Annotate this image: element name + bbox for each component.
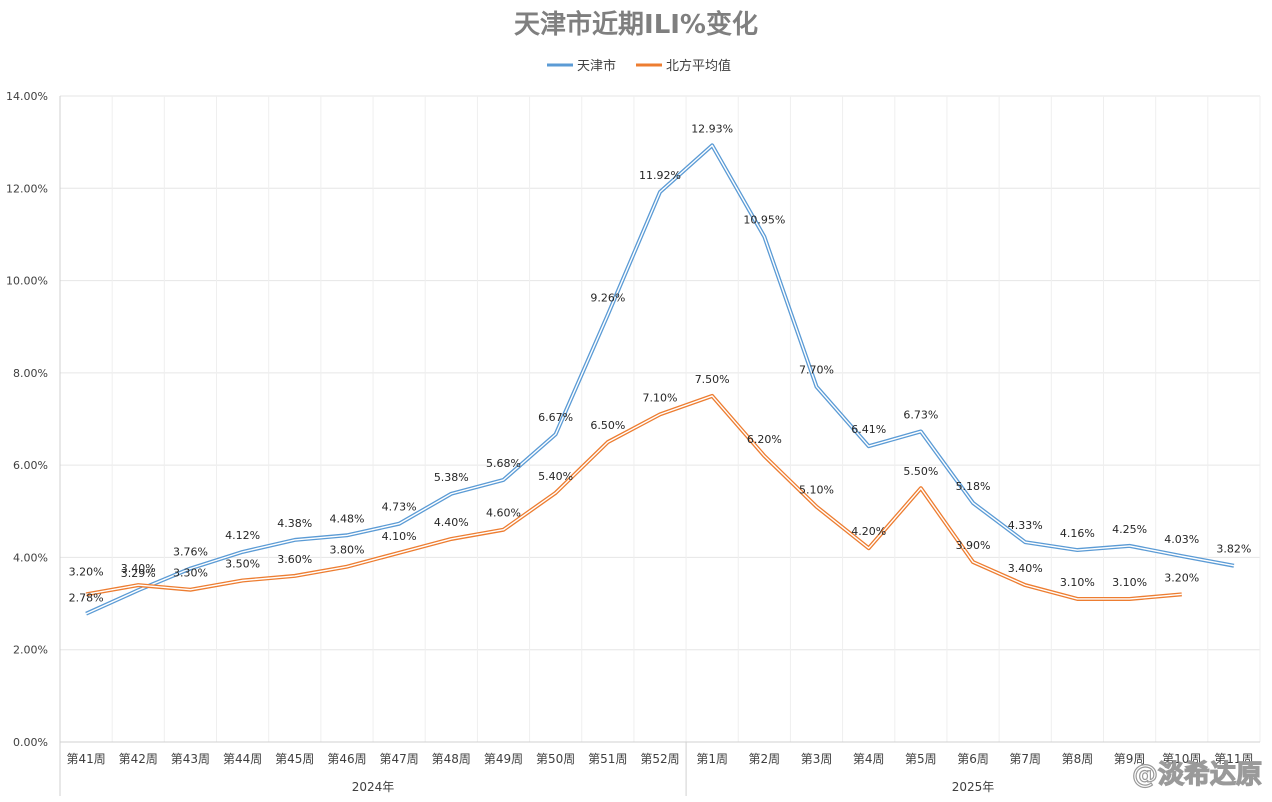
data-label-north-average: 3.50%	[225, 558, 260, 571]
x-tick-label: 第10周	[1162, 752, 1201, 766]
data-label-north-average: 5.10%	[799, 484, 834, 497]
x-tick-label: 第51周	[588, 752, 627, 766]
data-label-tianjin: 3.29%	[121, 567, 156, 580]
data-label-north-average: 3.10%	[1112, 576, 1147, 589]
x-tick-label: 第5周	[905, 752, 937, 766]
data-label-tianjin: 12.93%	[691, 122, 733, 135]
data-label-tianjin: 2.78%	[69, 592, 104, 605]
data-label-tianjin: 5.18%	[956, 480, 991, 493]
data-label-tianjin: 4.33%	[1008, 519, 1043, 532]
series-line-inner-0	[85, 144, 1235, 615]
x-tick-label: 第47周	[379, 752, 418, 766]
legend-label-tianjin: 天津市	[577, 58, 616, 74]
data-label-tianjin: 4.12%	[225, 529, 260, 542]
data-label-tianjin: 4.38%	[277, 517, 312, 530]
legend: 天津市 北方平均值	[547, 58, 731, 74]
data-label-north-average: 6.20%	[747, 433, 782, 446]
data-label-north-average: 3.40%	[121, 562, 156, 575]
x-tick-label: 第9周	[1114, 752, 1146, 766]
series-line-outer-0	[85, 143, 1235, 616]
data-label-tianjin: 10.95%	[743, 214, 785, 227]
data-label-tianjin: 4.03%	[1164, 533, 1199, 546]
x-tick-label: 第1周	[696, 752, 728, 766]
data-label-north-average: 5.50%	[903, 465, 938, 478]
data-label-north-average: 5.40%	[538, 470, 573, 483]
legend-label-north-average: 北方平均值	[666, 58, 731, 74]
y-tick-label: 4.00%	[13, 551, 48, 564]
x-tick-label: 第48周	[432, 752, 471, 766]
y-tick-label: 12.00%	[6, 182, 48, 195]
data-label-tianjin: 4.48%	[329, 512, 364, 525]
x-axis: 第41周 第42周 第43周 第44周 第45周 第46周 第47周 第48周 第49周 第50周…	[59, 96, 1260, 796]
x-group-label: 2024年	[352, 780, 395, 794]
x-tick-label: 第42周	[119, 752, 158, 766]
data-label-tianjin: 4.16%	[1060, 527, 1095, 540]
data-label-tianjin: 4.73%	[382, 501, 417, 514]
y-tick-label: 6.00%	[13, 459, 48, 472]
y-tick-label: 2.00%	[13, 644, 48, 657]
data-label-north-average: 3.90%	[956, 539, 991, 552]
x-tick-label: 第46周	[327, 752, 366, 766]
x-tick-label: 第2周	[749, 752, 781, 766]
x-tick-label: 第8周	[1062, 752, 1094, 766]
data-label-north-average: 4.10%	[382, 530, 417, 543]
x-tick-label: 第7周	[1009, 752, 1041, 766]
data-label-tianjin: 9.26%	[590, 292, 625, 305]
x-tick-label: 第43周	[171, 752, 210, 766]
y-tick-label: 0.00%	[13, 736, 48, 749]
data-label-tianjin: 5.68%	[486, 457, 521, 470]
y-tick-label: 14.00%	[6, 90, 48, 103]
data-label-tianjin: 7.70%	[799, 364, 834, 377]
data-label-north-average: 3.80%	[329, 544, 364, 557]
x-tick-label: 第6周	[957, 752, 989, 766]
data-label-tianjin: 11.92%	[639, 169, 681, 182]
data-label-north-average: 3.20%	[1164, 571, 1199, 584]
data-label-north-average: 3.40%	[1008, 562, 1043, 575]
series-lines	[85, 143, 1235, 616]
series-line-inner-1	[85, 395, 1182, 600]
data-label-tianjin: 4.25%	[1112, 523, 1147, 536]
data-label-north-average: 3.30%	[173, 567, 208, 580]
data-label-tianjin: 6.73%	[903, 408, 938, 421]
x-tick-label: 第41周	[66, 752, 105, 766]
x-tick-label: 第45周	[275, 752, 314, 766]
y-tick-label: 8.00%	[13, 367, 48, 380]
data-label-tianjin: 6.41%	[851, 423, 886, 436]
x-tick-label: 第3周	[801, 752, 833, 766]
x-tick-label: 第49周	[484, 752, 523, 766]
gridlines	[59, 95, 1261, 743]
x-tick-label: 第50周	[536, 752, 575, 766]
data-label-tianjin: 5.38%	[434, 471, 469, 484]
data-label-north-average: 6.50%	[590, 419, 625, 432]
data-label-tianjin: 6.67%	[538, 411, 573, 424]
x-tick-label: 第52周	[640, 752, 679, 766]
data-label-tianjin: 3.76%	[173, 546, 208, 559]
data-label-north-average: 4.60%	[486, 507, 521, 520]
x-group-label: 2025年	[952, 780, 995, 794]
y-tick-label: 10.00%	[6, 275, 48, 288]
watermark: @淡希达原	[1132, 759, 1262, 790]
data-label-tianjin: 3.82%	[1216, 543, 1251, 556]
data-label-north-average: 7.50%	[695, 373, 730, 386]
y-axis: 0.00% 2.00% 4.00% 6.00% 8.00% 10.00% 12.00% 14.…	[6, 90, 48, 749]
chart-title: 天津市近期ILI%变化	[514, 9, 758, 40]
x-tick-label: 第4周	[853, 752, 885, 766]
data-labels: 2.78% 3.29% 3.76% 4.12% 4.38% 4.48% 4.73% 5.38%…	[69, 122, 1252, 604]
data-label-north-average: 4.20%	[851, 525, 886, 538]
data-label-north-average: 3.10%	[1060, 576, 1095, 589]
data-label-north-average: 4.40%	[434, 516, 469, 529]
x-tick-label: 第44周	[223, 752, 262, 766]
data-label-north-average: 7.10%	[643, 391, 678, 404]
x-tick-label: 第11周	[1214, 752, 1253, 766]
data-label-north-average: 3.60%	[277, 553, 312, 566]
data-label-north-average: 3.20%	[69, 565, 104, 578]
